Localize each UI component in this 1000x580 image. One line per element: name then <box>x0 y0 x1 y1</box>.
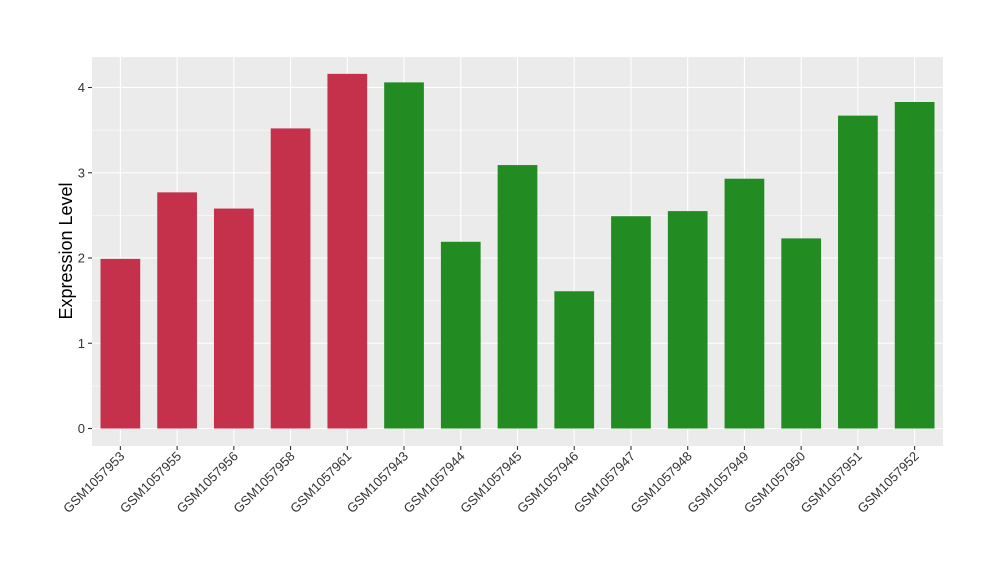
y-tick-label: 2 <box>78 251 85 266</box>
bars <box>100 73 935 429</box>
bar-GSM1057950 <box>781 238 822 429</box>
bar-GSM1057961 <box>327 73 368 429</box>
bar-GSM1057958 <box>270 128 311 429</box>
bar-GSM1057952 <box>894 101 935 429</box>
bar-GSM1057956 <box>213 208 254 429</box>
bar-GSM1057955 <box>157 192 197 429</box>
y-tick-label: 1 <box>78 336 85 351</box>
bar-GSM1057951 <box>838 115 878 429</box>
bar-GSM1057945 <box>497 165 538 429</box>
bar-GSM1057953 <box>100 258 141 429</box>
y-tick-label: 0 <box>78 421 85 436</box>
y-tick-label: 4 <box>78 80 85 95</box>
y-axis-title: Expression Level <box>56 182 76 319</box>
bar-GSM1057949 <box>724 178 765 429</box>
bar-GSM1057946 <box>554 291 595 429</box>
bar-GSM1057948 <box>667 211 708 429</box>
y-tick-label: 3 <box>78 165 85 180</box>
bar-GSM1057944 <box>440 241 481 429</box>
bar-GSM1057943 <box>384 82 424 429</box>
bar-GSM1057947 <box>611 216 651 429</box>
